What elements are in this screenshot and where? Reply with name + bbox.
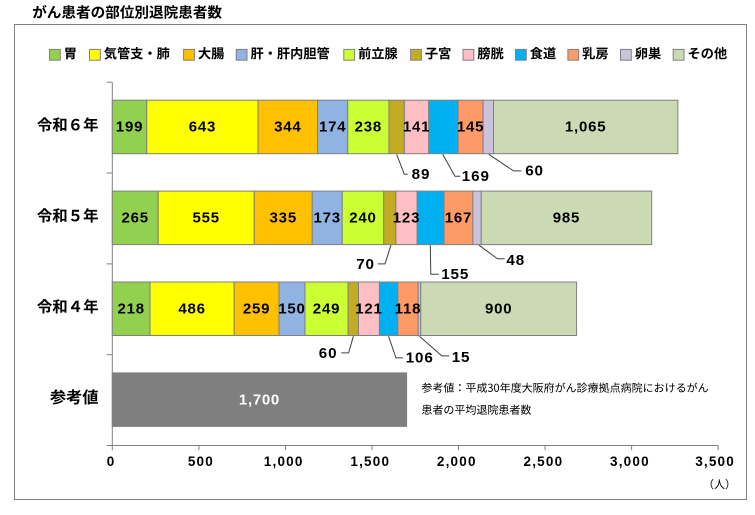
svg-text:265: 265 — [122, 210, 149, 227]
svg-text:238: 238 — [355, 119, 382, 136]
svg-text:155: 155 — [441, 266, 469, 283]
svg-text:1,700: 1,700 — [239, 391, 280, 408]
svg-text:1,065: 1,065 — [565, 119, 607, 136]
svg-text:70: 70 — [356, 256, 375, 273]
svg-text:150: 150 — [278, 301, 305, 318]
svg-text:2,500: 2,500 — [524, 454, 564, 469]
svg-text:500: 500 — [188, 454, 214, 469]
svg-text:900: 900 — [485, 301, 512, 318]
svg-text:89: 89 — [412, 166, 431, 183]
svg-text:118: 118 — [395, 301, 422, 318]
svg-text:199: 199 — [116, 119, 143, 136]
svg-text:60: 60 — [525, 163, 544, 180]
svg-text:121: 121 — [355, 301, 382, 318]
svg-text:2,000: 2,000 — [437, 454, 477, 469]
svg-text:555: 555 — [192, 210, 219, 227]
svg-text:141: 141 — [403, 119, 430, 136]
svg-text:643: 643 — [189, 119, 216, 136]
svg-text:1,500: 1,500 — [350, 454, 390, 469]
svg-text:3,500: 3,500 — [695, 454, 735, 469]
svg-text:985: 985 — [553, 210, 580, 227]
svg-text:123: 123 — [393, 210, 420, 227]
svg-text:106: 106 — [406, 349, 434, 366]
svg-text:486: 486 — [178, 301, 205, 318]
svg-text:1,000: 1,000 — [264, 454, 304, 469]
svg-text:173: 173 — [314, 210, 341, 227]
svg-text:218: 218 — [117, 301, 144, 318]
svg-text:249: 249 — [313, 301, 340, 318]
svg-text:145: 145 — [457, 119, 484, 136]
svg-text:169: 169 — [462, 168, 490, 185]
svg-text:48: 48 — [506, 252, 525, 269]
svg-text:0: 0 — [107, 454, 116, 469]
svg-text:15: 15 — [452, 349, 471, 366]
svg-text:240: 240 — [349, 210, 376, 227]
svg-text:259: 259 — [243, 301, 270, 318]
svg-text:60: 60 — [319, 345, 338, 362]
svg-text:344: 344 — [274, 119, 301, 136]
svg-text:174: 174 — [319, 119, 346, 136]
svg-text:167: 167 — [445, 210, 472, 227]
svg-text:335: 335 — [270, 210, 297, 227]
svg-text:3,000: 3,000 — [610, 454, 650, 469]
